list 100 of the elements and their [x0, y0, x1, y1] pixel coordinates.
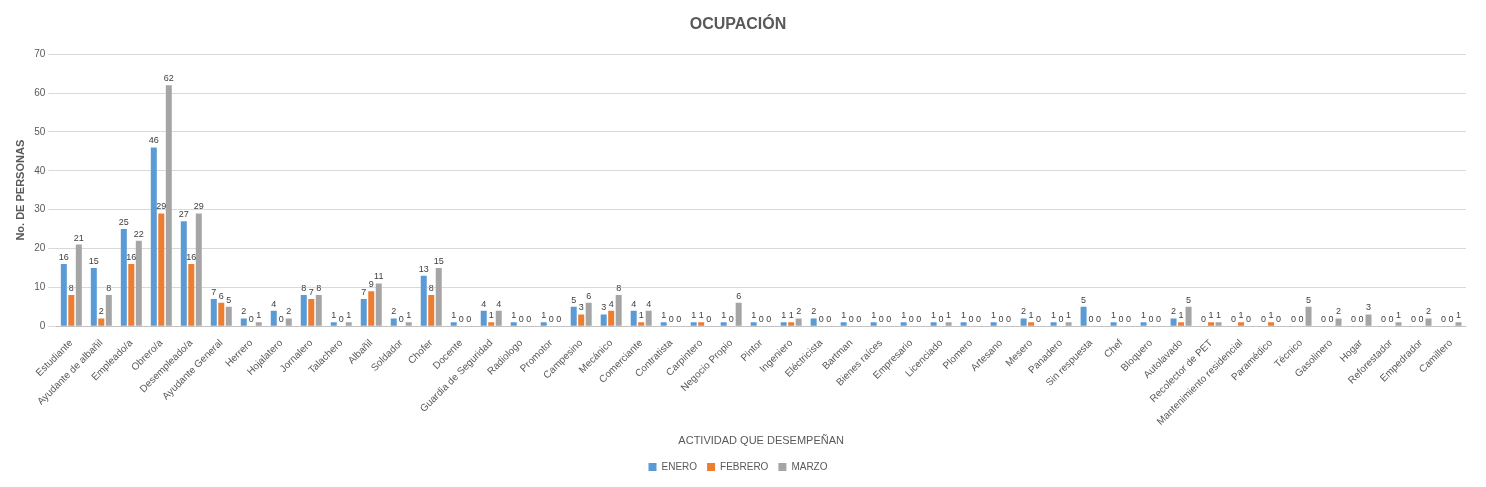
data-label: 1 — [721, 310, 727, 321]
y-tick-label: 30 — [34, 203, 46, 215]
data-label: 3 — [601, 302, 607, 313]
data-label: 0 — [1448, 314, 1454, 325]
data-label: 1 — [488, 310, 494, 321]
data-label: 29 — [193, 201, 204, 212]
bar — [450, 322, 457, 326]
data-label: 16 — [58, 251, 69, 262]
bar — [218, 302, 225, 326]
bar — [90, 267, 97, 326]
bar — [990, 322, 997, 326]
data-label: 0 — [1006, 314, 1012, 325]
bar — [1050, 322, 1057, 326]
data-label: 0 — [278, 314, 284, 325]
bar — [375, 283, 382, 326]
y-tick-label: 40 — [34, 164, 46, 176]
data-label: 0 — [878, 314, 884, 325]
bar — [360, 298, 367, 326]
data-label: 0 — [916, 314, 922, 325]
data-label: 0 — [856, 314, 862, 325]
bar — [495, 310, 502, 326]
bar — [645, 310, 652, 326]
bar — [788, 322, 795, 326]
bar — [158, 213, 165, 326]
bar — [840, 322, 847, 326]
bar — [1395, 322, 1402, 326]
bar — [1065, 322, 1072, 326]
bar — [420, 275, 427, 326]
bar — [810, 318, 817, 326]
data-label: 2 — [241, 306, 247, 317]
data-label: 0 — [1156, 314, 1162, 325]
data-label: 0 — [1126, 314, 1132, 325]
data-label: 0 — [1118, 314, 1124, 325]
data-label: 2 — [391, 306, 397, 317]
data-label: 0 — [1261, 314, 1267, 325]
data-label: 0 — [1246, 314, 1252, 325]
data-label: 2 — [1426, 306, 1432, 317]
data-label: 1 — [1455, 310, 1462, 321]
data-label: 0 — [908, 314, 914, 325]
bar — [795, 318, 802, 326]
bar — [308, 298, 315, 326]
bar — [1425, 318, 1432, 326]
data-label: 0 — [1298, 314, 1304, 325]
data-label: 1 — [1066, 310, 1072, 321]
data-label: 2 — [811, 306, 817, 317]
bar — [608, 310, 615, 326]
data-label: 0 — [728, 314, 734, 325]
data-label: 21 — [73, 232, 84, 243]
data-label: 0 — [1291, 314, 1297, 325]
data-label: 25 — [118, 217, 129, 228]
data-label: 8 — [316, 283, 322, 294]
data-label: 5 — [1081, 294, 1087, 305]
data-label: 4 — [496, 298, 502, 309]
data-label: 1 — [451, 310, 457, 321]
data-label: 27 — [178, 209, 189, 220]
data-label: 0 — [556, 314, 562, 325]
data-label: 1 — [961, 310, 967, 321]
y-tick-label: 0 — [39, 319, 46, 331]
bar — [570, 306, 577, 326]
data-label: 0 — [1351, 314, 1357, 325]
data-label: 1 — [1208, 310, 1214, 321]
data-label: 4 — [271, 298, 277, 309]
data-label: 0 — [1381, 314, 1387, 325]
data-label: 1 — [661, 310, 667, 321]
data-label: 1 — [1111, 310, 1117, 321]
data-label: 0 — [248, 314, 254, 325]
data-label: 16 — [186, 251, 197, 262]
bar — [60, 264, 67, 326]
data-label: 2 — [286, 306, 292, 317]
data-label: 0 — [1058, 314, 1064, 325]
bar — [1268, 322, 1275, 326]
data-label: 1 — [841, 310, 847, 321]
bar — [480, 310, 487, 326]
bar — [1020, 318, 1027, 326]
data-label: 1 — [1216, 310, 1222, 321]
data-label: 4 — [646, 298, 652, 309]
bar — [615, 295, 622, 326]
data-label: 0 — [826, 314, 832, 325]
data-label: 22 — [133, 228, 144, 239]
bar — [315, 295, 322, 326]
x-axis-title: ACTIVIDAD QUE DESEMPEÑAN — [678, 434, 845, 447]
bar — [150, 147, 157, 326]
bar — [240, 318, 247, 326]
data-label: 1 — [1028, 310, 1034, 321]
data-label: 1 — [751, 310, 757, 321]
bar — [270, 310, 277, 326]
data-label: 1 — [1141, 310, 1147, 321]
data-label: 0 — [976, 314, 982, 325]
data-label: 46 — [148, 135, 159, 146]
data-label: 0 — [1036, 314, 1042, 325]
bar — [488, 322, 495, 326]
data-label: 1 — [691, 310, 697, 321]
bar — [585, 302, 592, 326]
bar — [180, 221, 187, 326]
bar — [255, 322, 262, 326]
bar — [660, 322, 667, 326]
data-label: 1 — [901, 310, 907, 321]
data-label: 5 — [1186, 294, 1192, 305]
legend-label: FEBRERO — [720, 460, 769, 472]
data-label: 0 — [466, 314, 472, 325]
